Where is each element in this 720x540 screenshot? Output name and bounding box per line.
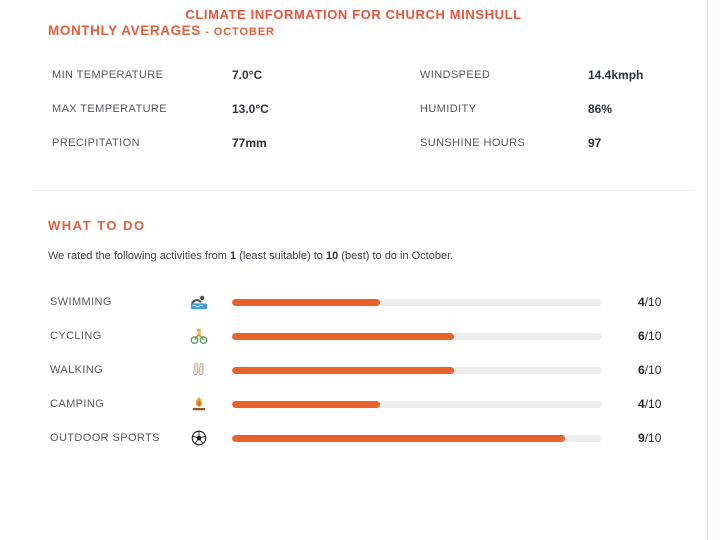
- activity-label: CAMPING: [50, 398, 105, 410]
- what-to-do-heading: WHAT TO DO: [48, 218, 146, 233]
- activity-rating-value: 6/10: [638, 363, 662, 377]
- rating-bar-fill: [232, 366, 454, 374]
- activity-rating-value: 6/10: [638, 329, 662, 343]
- activity-row-outdoor-sports: OUTDOOR SPORTS 9/10: [50, 421, 698, 455]
- activity-row-swimming: SWIMMING 4/10: [50, 285, 698, 319]
- hiking-boots-icon: [190, 361, 232, 379]
- activity-rating-bar: [232, 332, 638, 340]
- rating-bar-fill: [232, 298, 380, 306]
- activity-rating-value: 9/10: [638, 431, 662, 445]
- activity-row-cycling: CYCLING 6/10: [50, 319, 698, 353]
- activity-rating-value: 4/10: [638, 397, 662, 411]
- stat-label-sunshine-hours: SUNSHINE HOURS: [420, 137, 526, 149]
- activity-rating-bar: [232, 434, 638, 442]
- page-subtitle: MONTHLY AVERAGES - OCTOBER: [48, 23, 275, 38]
- description-min-rating: 1: [229, 250, 237, 262]
- activity-row-walking: WALKING 6/10: [50, 353, 698, 387]
- activity-label: WALKING: [50, 364, 104, 376]
- campfire-icon: [190, 395, 232, 413]
- climate-stats-table: MIN TEMPERATURE 7.0°C WINDSPEED 14.4kmph…: [52, 58, 682, 160]
- stat-value-sunshine-hours: 97: [588, 136, 602, 150]
- activity-rating-bar: [232, 298, 638, 306]
- activity-rating-bar: [232, 400, 638, 408]
- stat-value-humidity: 86%: [588, 102, 613, 116]
- description-text: (least suitable) to: [236, 250, 326, 262]
- right-vertical-divider: [707, 0, 708, 540]
- stat-row: PRECIPITATION 77mm SUNSHINE HOURS 97: [52, 126, 682, 160]
- stat-label-min-temperature: MIN TEMPERATURE: [52, 69, 164, 81]
- subtitle-month: - OCTOBER: [205, 26, 275, 38]
- cyclist-icon: [190, 327, 232, 345]
- stat-row: MAX TEMPERATURE 13.0°C HUMIDITY 86%: [52, 92, 682, 126]
- description-max-rating: 10: [325, 250, 339, 262]
- rating-bar-track: [232, 400, 602, 408]
- right-margin-rail: [708, 0, 720, 540]
- stat-label-windspeed: WINDSPEED: [420, 69, 491, 81]
- what-to-do-description: We rated the following activities from 1…: [48, 250, 453, 262]
- stat-label-precipitation: PRECIPITATION: [52, 137, 140, 149]
- section-divider: [32, 190, 694, 191]
- stat-value-windspeed: 14.4kmph: [588, 68, 644, 82]
- rating-bar-fill: [232, 400, 380, 408]
- stat-value-precipitation: 77mm: [232, 136, 267, 150]
- rating-bar-fill: [232, 332, 454, 340]
- rating-bar-fill: [232, 434, 565, 442]
- activity-label: SWIMMING: [50, 296, 112, 308]
- activity-row-camping: CAMPING 4/10: [50, 387, 698, 421]
- stat-value-max-temperature: 13.0°C: [232, 102, 269, 116]
- rating-bar-track: [232, 298, 602, 306]
- rating-bar-track: [232, 332, 602, 340]
- soccer-ball-icon: [190, 429, 232, 447]
- activity-label: CYCLING: [50, 330, 102, 342]
- stat-row: MIN TEMPERATURE 7.0°C WINDSPEED 14.4kmph: [52, 58, 682, 92]
- rating-bar-track: [232, 366, 602, 374]
- subtitle-text: MONTHLY AVERAGES: [48, 23, 201, 38]
- stat-value-min-temperature: 7.0°C: [232, 68, 263, 82]
- page-title: CLIMATE INFORMATION FOR CHURCH MINSHULL: [185, 7, 522, 22]
- swimmer-icon: [190, 293, 232, 311]
- activity-rating-bar: [232, 366, 638, 374]
- activity-label: OUTDOOR SPORTS: [50, 432, 160, 444]
- description-text: We rated the following activities from: [48, 250, 230, 262]
- stat-label-humidity: HUMIDITY: [420, 103, 477, 115]
- description-text: (best) to do in October.: [338, 250, 454, 262]
- stat-label-max-temperature: MAX TEMPERATURE: [52, 103, 167, 115]
- activity-rating-value: 4/10: [638, 295, 662, 309]
- rating-bar-track: [232, 434, 602, 442]
- activities-list: SWIMMING 4/10 CYCLING: [50, 285, 698, 455]
